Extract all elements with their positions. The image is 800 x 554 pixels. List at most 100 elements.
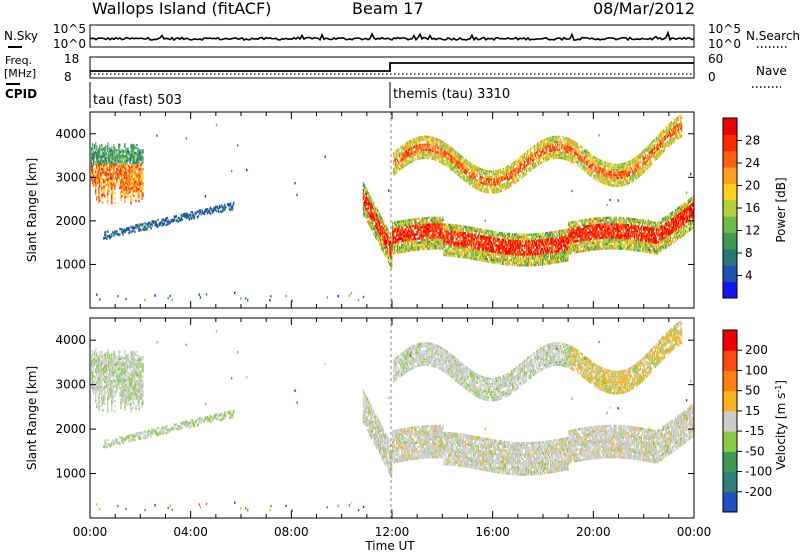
power-cell [139,180,141,183]
power-cell [406,163,408,166]
power-cell [510,246,513,249]
power-cell [135,183,137,186]
power-cell [111,175,113,178]
power-cell [113,177,115,180]
power-cell [551,231,553,234]
power-cell [515,175,518,178]
power-cell [467,243,469,246]
power-cell [386,241,388,245]
power-cell [432,227,434,230]
power-cell [477,236,479,240]
power-cell [531,255,534,258]
power-cell [515,159,518,162]
power-cell [551,255,553,258]
power-cell [419,152,421,155]
power-cell [486,175,488,178]
power-cell [567,145,569,148]
power-cell [363,195,366,198]
power-cell [512,261,515,264]
power-cell [415,218,417,221]
power-cell [96,157,98,160]
power-cell [131,182,133,185]
power-cell [570,223,572,226]
power-cell [395,249,397,252]
power-cell [123,183,125,187]
power-cell [564,244,566,247]
power-cell [396,162,398,166]
power-cell [404,219,406,223]
power-cell [101,144,103,147]
power-cell [170,219,172,222]
power-cell [481,257,483,260]
power-cell [440,155,442,159]
power-cell [416,142,418,145]
power-cell [423,230,425,233]
power-cell [506,245,509,249]
power-cell [451,150,453,153]
power-cell [454,252,456,255]
power-cell [513,161,516,164]
power-cell [570,234,572,237]
power-cell [476,182,478,185]
power-cell [111,201,113,205]
power-cell [443,149,445,153]
power-cell [538,235,540,238]
power-cell [390,236,392,239]
power-cell [402,160,404,164]
power-cell [136,153,138,156]
power-cell [400,224,402,228]
power-cell [519,259,522,263]
power-cell [131,148,133,151]
power-cell [476,253,478,257]
power-cell [472,253,474,256]
power-cell [536,244,538,247]
power-cell [158,222,160,225]
power-cell [489,258,491,261]
power-cell [559,143,561,146]
power-cell [428,227,430,231]
power-cell [548,240,550,243]
power-cell [432,149,434,153]
power-cell [99,185,101,188]
power-cell [522,174,525,178]
power-cell [377,237,380,240]
power-cell [126,179,128,182]
power-cell [394,223,396,227]
power-cell [128,165,130,168]
power-cell [369,206,372,210]
power-cell [418,226,420,229]
power-cell [372,214,375,217]
power-cell [126,191,128,194]
power-cell [443,234,445,237]
power-cell [522,156,525,159]
power-cell [154,294,156,297]
power-cell [411,152,413,155]
power-cell [438,238,440,241]
power-cell [498,190,501,193]
power-cell [520,155,523,158]
power-cell [516,264,519,267]
power-cell [138,229,140,232]
power-cell [427,232,429,235]
power-cell [397,231,399,235]
power-cell [485,260,487,263]
power-cell [531,156,534,160]
power-cell [492,170,495,173]
power-cell [530,162,533,166]
power-cell [411,155,413,158]
power-cell [572,150,574,153]
power-cell [400,159,402,162]
power-cell [435,158,437,161]
power-cell [458,158,460,162]
power-cell [416,139,418,143]
power-cell [167,222,169,225]
power-cell [456,248,458,251]
power-cell [99,197,101,200]
power-cell [561,151,563,155]
power-cell [155,222,157,225]
power-cell [422,151,424,154]
power-cell [438,160,440,163]
power-cell [123,179,125,182]
power-cell [124,150,126,153]
power-cell [502,254,505,257]
